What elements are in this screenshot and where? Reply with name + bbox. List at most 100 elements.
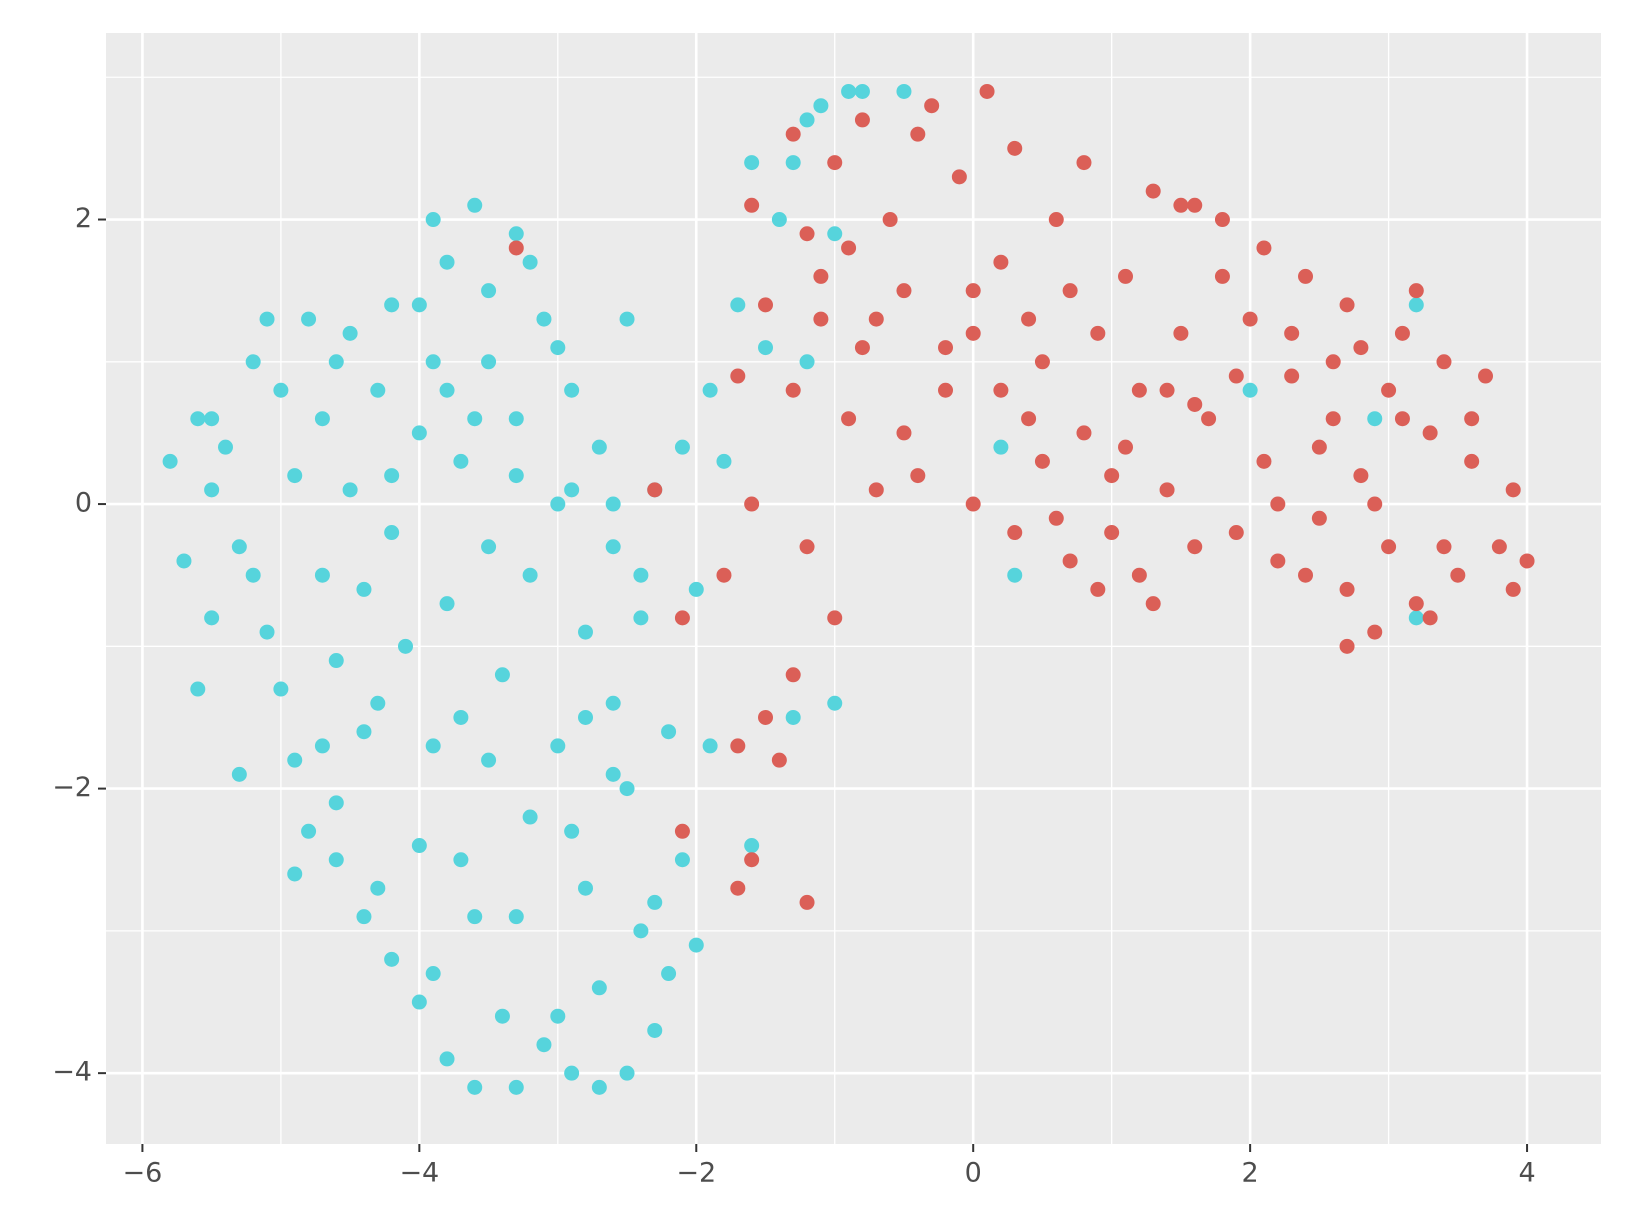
point xyxy=(1034,354,1050,370)
point xyxy=(854,112,870,128)
point xyxy=(1256,453,1272,469)
point xyxy=(204,411,220,427)
point xyxy=(1131,567,1147,583)
point xyxy=(508,411,524,427)
point xyxy=(716,567,732,583)
point xyxy=(1173,197,1189,213)
x-tick-label: 4 xyxy=(1518,1158,1535,1189)
point xyxy=(481,283,497,299)
point xyxy=(439,382,455,398)
point xyxy=(1381,382,1397,398)
x-tick-label: 2 xyxy=(1242,1158,1259,1189)
point xyxy=(328,653,344,669)
point xyxy=(1145,183,1161,199)
point xyxy=(785,126,801,142)
point xyxy=(1284,368,1300,384)
point xyxy=(453,709,469,725)
point xyxy=(1090,325,1106,341)
point xyxy=(314,411,330,427)
point xyxy=(633,610,649,626)
point xyxy=(965,283,981,299)
point xyxy=(730,368,746,384)
point xyxy=(938,340,954,356)
point xyxy=(481,354,497,370)
point xyxy=(494,667,510,683)
point xyxy=(744,197,760,213)
point xyxy=(287,468,303,484)
point xyxy=(384,951,400,967)
point xyxy=(619,781,635,797)
point xyxy=(1242,311,1258,327)
point xyxy=(370,880,386,896)
point xyxy=(370,695,386,711)
point xyxy=(1256,240,1272,256)
point xyxy=(1118,439,1134,455)
point xyxy=(827,155,843,171)
point xyxy=(273,681,289,697)
point xyxy=(1394,325,1410,341)
point xyxy=(1436,354,1452,370)
point xyxy=(467,909,483,925)
point xyxy=(702,382,718,398)
point xyxy=(1339,581,1355,597)
point xyxy=(1090,581,1106,597)
point xyxy=(259,624,275,640)
point xyxy=(1408,596,1424,612)
point xyxy=(771,752,787,768)
point xyxy=(1505,581,1521,597)
point xyxy=(591,980,607,996)
point xyxy=(799,894,815,910)
point xyxy=(813,268,829,284)
point xyxy=(425,738,441,754)
point xyxy=(467,197,483,213)
point xyxy=(785,382,801,398)
point xyxy=(744,496,760,512)
point xyxy=(245,567,261,583)
point xyxy=(965,325,981,341)
point xyxy=(550,1008,566,1024)
point xyxy=(1007,567,1023,583)
point xyxy=(1478,368,1494,384)
point xyxy=(1491,539,1507,555)
x-tick-label: 0 xyxy=(965,1158,982,1189)
point xyxy=(259,311,275,327)
point xyxy=(384,525,400,541)
point xyxy=(467,1079,483,1095)
point xyxy=(204,610,220,626)
point xyxy=(813,98,829,114)
point xyxy=(1228,525,1244,541)
point xyxy=(1436,539,1452,555)
point xyxy=(494,1008,510,1024)
point xyxy=(453,852,469,868)
point xyxy=(328,852,344,868)
point xyxy=(1311,439,1327,455)
point xyxy=(1367,624,1383,640)
point xyxy=(1118,268,1134,284)
point xyxy=(799,226,815,242)
point xyxy=(1284,325,1300,341)
point xyxy=(882,212,898,228)
point xyxy=(301,823,317,839)
point xyxy=(1062,553,1078,569)
point xyxy=(536,1037,552,1053)
point xyxy=(730,297,746,313)
point xyxy=(744,155,760,171)
point xyxy=(1311,510,1327,526)
x-tick-label: −6 xyxy=(123,1158,163,1189)
point xyxy=(896,83,912,99)
point xyxy=(1187,539,1203,555)
point xyxy=(301,311,317,327)
point xyxy=(938,382,954,398)
y-tick-label: 2 xyxy=(75,203,92,234)
point xyxy=(1228,368,1244,384)
point xyxy=(411,297,427,313)
point xyxy=(674,823,690,839)
point xyxy=(647,482,663,498)
point xyxy=(578,624,594,640)
point xyxy=(1519,553,1535,569)
point xyxy=(1021,311,1037,327)
point xyxy=(1034,453,1050,469)
point xyxy=(578,709,594,725)
point xyxy=(550,496,566,512)
point xyxy=(411,994,427,1010)
